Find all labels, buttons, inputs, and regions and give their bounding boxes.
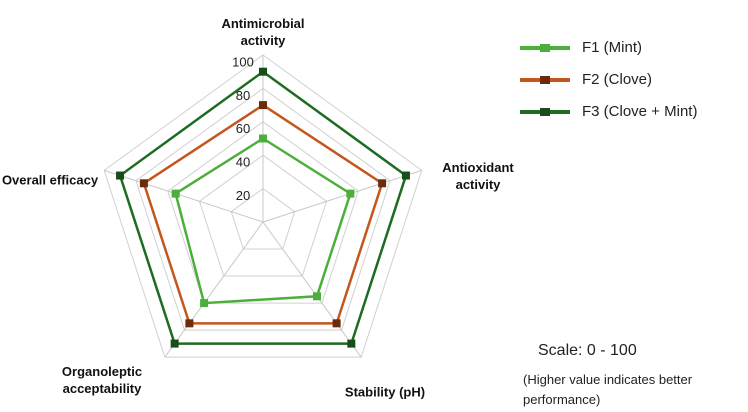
legend-label: F1 (Mint) — [582, 39, 642, 56]
legend-label: F2 (Clove) — [582, 71, 652, 88]
series-marker — [170, 339, 179, 348]
legend-marker — [540, 44, 550, 52]
series-marker — [200, 299, 209, 308]
axis-spoke — [262, 169, 422, 223]
series-marker — [401, 171, 410, 180]
series-marker — [116, 171, 125, 180]
series-marker — [347, 339, 356, 348]
grid-ring — [103, 54, 423, 358]
r-tick-label: 60 — [236, 121, 250, 136]
category-label: Antioxidant activity — [442, 160, 514, 192]
axis-spoke — [164, 221, 264, 358]
r-tick-label: 80 — [236, 88, 250, 103]
series-line — [174, 137, 352, 305]
category-label: Organoleptic acceptability — [61, 364, 143, 396]
annotation: (Higher value indicates better performan… — [523, 372, 693, 407]
annotation: Scale: 0 - 100 — [538, 342, 637, 359]
series-line — [118, 70, 408, 345]
series-marker — [259, 134, 267, 143]
series-line — [142, 103, 384, 325]
category-label: Stability (pH) — [344, 384, 426, 400]
axis-spoke — [262, 221, 362, 358]
series-marker — [378, 179, 387, 188]
grid-ring — [167, 121, 359, 304]
series-marker — [332, 319, 341, 328]
grid-ring — [198, 154, 328, 277]
series-marker — [171, 189, 180, 198]
legend-label: F3 (Clove + Mint) — [582, 103, 697, 120]
grid-ring — [230, 187, 296, 250]
category-label: Antimicrobial activity — [221, 16, 305, 48]
r-tick-label: 20 — [236, 188, 250, 203]
series-marker — [139, 179, 148, 188]
series-marker — [259, 101, 267, 110]
series-marker — [185, 319, 194, 328]
r-tick-label: 40 — [236, 155, 250, 170]
axis-spoke — [104, 169, 264, 223]
series-marker — [346, 189, 355, 198]
legend-marker — [540, 76, 550, 84]
legend-marker — [540, 108, 550, 116]
series-marker — [259, 67, 267, 76]
r-tick-label: 100 — [232, 54, 254, 69]
category-label: Overall efficacy — [1, 172, 99, 188]
series-marker — [312, 292, 321, 301]
grid-ring — [135, 87, 391, 331]
